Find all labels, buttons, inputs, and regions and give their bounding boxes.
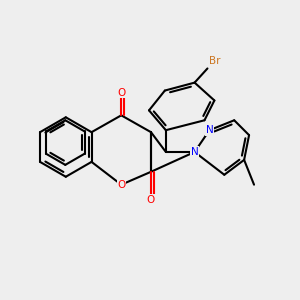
Text: O: O bbox=[117, 88, 125, 98]
Text: N: N bbox=[206, 125, 213, 135]
Text: O: O bbox=[117, 180, 125, 190]
Text: N: N bbox=[191, 147, 199, 157]
Text: Br: Br bbox=[208, 56, 220, 66]
Text: O: O bbox=[147, 194, 155, 205]
